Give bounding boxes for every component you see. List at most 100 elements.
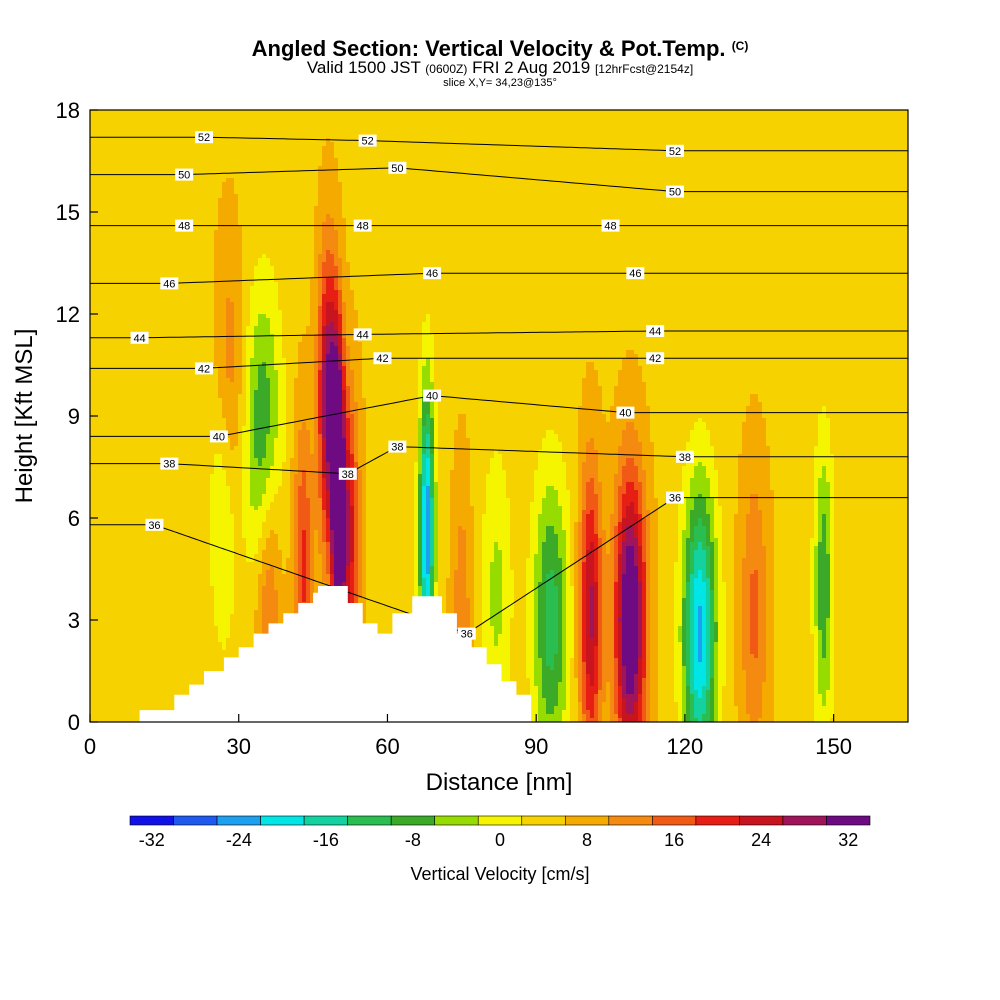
velocity-cell (210, 350, 215, 355)
velocity-cell (106, 682, 111, 687)
velocity-cell (190, 630, 195, 635)
velocity-cell (138, 526, 143, 531)
velocity-cell (122, 682, 127, 687)
velocity-cell (158, 614, 163, 619)
velocity-cell (206, 550, 211, 555)
velocity-cell (218, 250, 223, 255)
velocity-cell (178, 526, 183, 531)
velocity-cell (122, 294, 127, 299)
velocity-cell (98, 450, 103, 455)
velocity-cell (170, 614, 175, 619)
velocity-cell (102, 438, 107, 443)
velocity-cell (190, 270, 195, 275)
velocity-cell (214, 558, 219, 563)
velocity-cell (194, 610, 199, 615)
velocity-cell (150, 130, 155, 135)
velocity-cell (138, 678, 143, 683)
velocity-cell (194, 678, 199, 683)
velocity-cell (198, 454, 203, 459)
velocity-cell (142, 570, 147, 575)
velocity-cell (142, 450, 147, 455)
velocity-cell (146, 646, 151, 651)
velocity-cell (166, 470, 171, 475)
velocity-cell (206, 570, 211, 575)
velocity-cell (190, 322, 195, 327)
velocity-cell (102, 586, 107, 591)
velocity-cell (170, 554, 175, 559)
velocity-cell (114, 214, 119, 219)
velocity-cell (138, 598, 143, 603)
velocity-cell (98, 254, 103, 259)
velocity-cell (214, 174, 219, 179)
velocity-cell (138, 662, 143, 667)
velocity-cell (90, 482, 95, 487)
velocity-cell (214, 634, 219, 639)
velocity-cell (186, 578, 191, 583)
velocity-cell (206, 610, 211, 615)
velocity-cell (122, 322, 127, 327)
velocity-cell (106, 710, 111, 715)
velocity-cell (190, 478, 195, 483)
velocity-cell (162, 138, 167, 143)
velocity-cell (106, 202, 111, 207)
velocity-cell (166, 410, 171, 415)
velocity-cell (162, 114, 167, 119)
velocity-cell (210, 198, 215, 203)
velocity-cell (90, 166, 95, 171)
velocity-cell (134, 314, 139, 319)
velocity-cell (186, 330, 191, 335)
velocity-cell (102, 302, 107, 307)
velocity-cell (198, 266, 203, 271)
velocity-cell (154, 686, 159, 691)
velocity-cell (182, 398, 187, 403)
velocity-cell (218, 426, 223, 431)
velocity-cell (138, 254, 143, 259)
velocity-cell (138, 406, 143, 411)
velocity-cell (110, 258, 115, 263)
velocity-cell (154, 606, 159, 611)
velocity-cell (214, 446, 219, 451)
velocity-cell (186, 118, 191, 123)
velocity-cell (166, 250, 171, 255)
velocity-cell (142, 470, 147, 475)
velocity-cell (182, 654, 187, 659)
velocity-cell (194, 558, 199, 563)
velocity-cell (194, 490, 199, 495)
velocity-cell (154, 326, 159, 331)
velocity-cell (158, 134, 163, 139)
velocity-cell (210, 446, 215, 451)
velocity-cell (198, 450, 203, 455)
velocity-cell (106, 562, 111, 567)
velocity-cell (138, 122, 143, 127)
velocity-cell (162, 658, 167, 663)
velocity-cell (94, 642, 99, 647)
velocity-cell (206, 178, 211, 183)
velocity-cell (154, 418, 159, 423)
velocity-cell (218, 330, 223, 335)
velocity-cell (198, 602, 203, 607)
velocity-cell (150, 558, 155, 563)
velocity-cell (182, 578, 187, 583)
velocity-cell (210, 174, 215, 179)
velocity-cell (146, 402, 151, 407)
velocity-cell (142, 438, 147, 443)
velocity-cell (134, 250, 139, 255)
velocity-cell (210, 298, 215, 303)
velocity-cell (106, 614, 111, 619)
velocity-cell (150, 378, 155, 383)
velocity-cell (98, 310, 103, 315)
velocity-cell (118, 642, 123, 647)
velocity-cell (174, 126, 179, 131)
velocity-cell (130, 470, 135, 475)
velocity-cell (186, 210, 191, 215)
velocity-cell (138, 706, 143, 711)
velocity-cell (94, 398, 99, 403)
velocity-cell (182, 478, 187, 483)
velocity-cell (174, 294, 179, 299)
velocity-cell (142, 422, 147, 427)
velocity-cell (214, 118, 219, 123)
velocity-cell (98, 566, 103, 571)
velocity-cell (158, 602, 163, 607)
velocity-cell (206, 282, 211, 287)
velocity-cell (90, 686, 95, 691)
